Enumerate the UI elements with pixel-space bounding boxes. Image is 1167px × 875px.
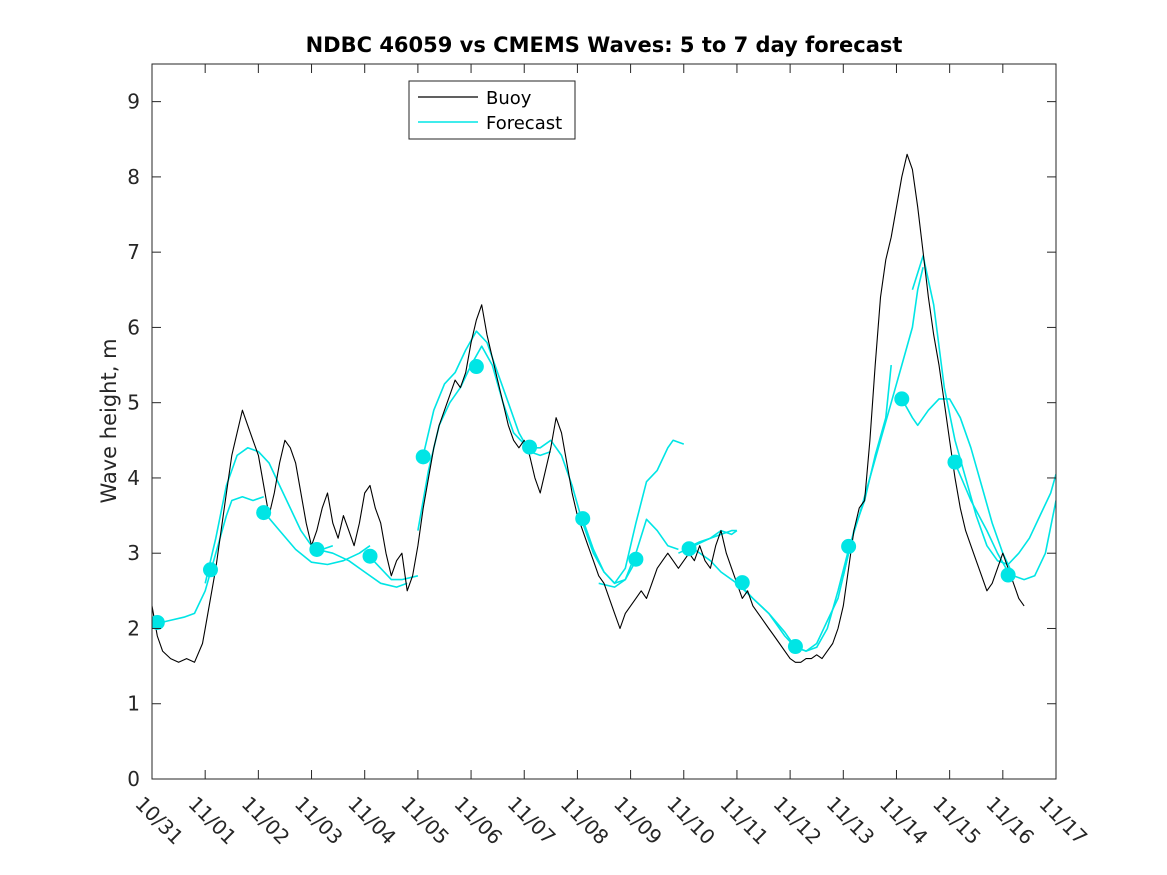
forecast-marker [362, 548, 378, 564]
legend-box [408, 80, 576, 140]
buoy-line [152, 153, 1025, 663]
forecast-marker [1000, 567, 1016, 583]
series-layer [152, 153, 1056, 663]
forecast-markers [152, 359, 1016, 655]
forecast-marker [681, 541, 697, 557]
y-tick-label: 7 [127, 240, 140, 264]
forecast-marker [202, 562, 218, 578]
legend-label-forecast: Forecast [486, 113, 562, 134]
forecast-marker [415, 449, 431, 465]
forecast-marker [628, 551, 644, 567]
forecast-marker [947, 454, 963, 470]
y-tick-label: 8 [127, 165, 140, 189]
forecast-marker [575, 511, 591, 527]
y-tick-label: 9 [127, 90, 140, 114]
y-axis: 0 1 2 3 4 5 6 7 8 9 [127, 90, 1056, 791]
forecast-marker [841, 538, 857, 554]
legend-label-buoy: Buoy [486, 88, 532, 109]
y-tick-label: 2 [127, 616, 140, 640]
legend: Buoy Forecast [408, 80, 576, 140]
forecast-marker [468, 359, 484, 375]
forecast-marker [522, 439, 538, 455]
forecast-line-segment [316, 548, 408, 588]
forecast-line-segment [152, 496, 264, 626]
forecast-marker [152, 614, 165, 630]
forecast-line-segment [598, 560, 637, 588]
forecast-marker [256, 505, 272, 521]
y-axis-label: Wave height, m [97, 338, 121, 503]
forecast-line-segment [901, 398, 1056, 581]
y-tick-label: 0 [127, 767, 140, 791]
y-tick-label: 3 [127, 541, 140, 565]
forecast-marker [734, 575, 750, 591]
plot-area [152, 64, 1056, 779]
y-tick-label: 4 [127, 466, 140, 490]
forecast-marker [894, 391, 910, 407]
forecast-line-segment [581, 439, 685, 585]
forecast-marker [787, 639, 803, 655]
y-tick-label: 1 [127, 692, 140, 716]
chart-title: NDBC 46059 vs CMEMS Waves: 5 to 7 day fo… [306, 33, 903, 57]
y-tick-label: 5 [127, 391, 140, 415]
forecast-line-segment [741, 267, 924, 652]
forecast-line-segment [693, 548, 850, 652]
forecast-marker [309, 541, 325, 557]
axes-box [151, 63, 1057, 780]
forecast-line-segment [842, 365, 892, 576]
y-tick-label: 6 [127, 315, 140, 339]
forecast-line-segment [263, 511, 371, 566]
forecast-line-segment [911, 255, 1056, 566]
forecast-line-segment [683, 529, 738, 551]
forecast-line-segment [369, 556, 419, 581]
